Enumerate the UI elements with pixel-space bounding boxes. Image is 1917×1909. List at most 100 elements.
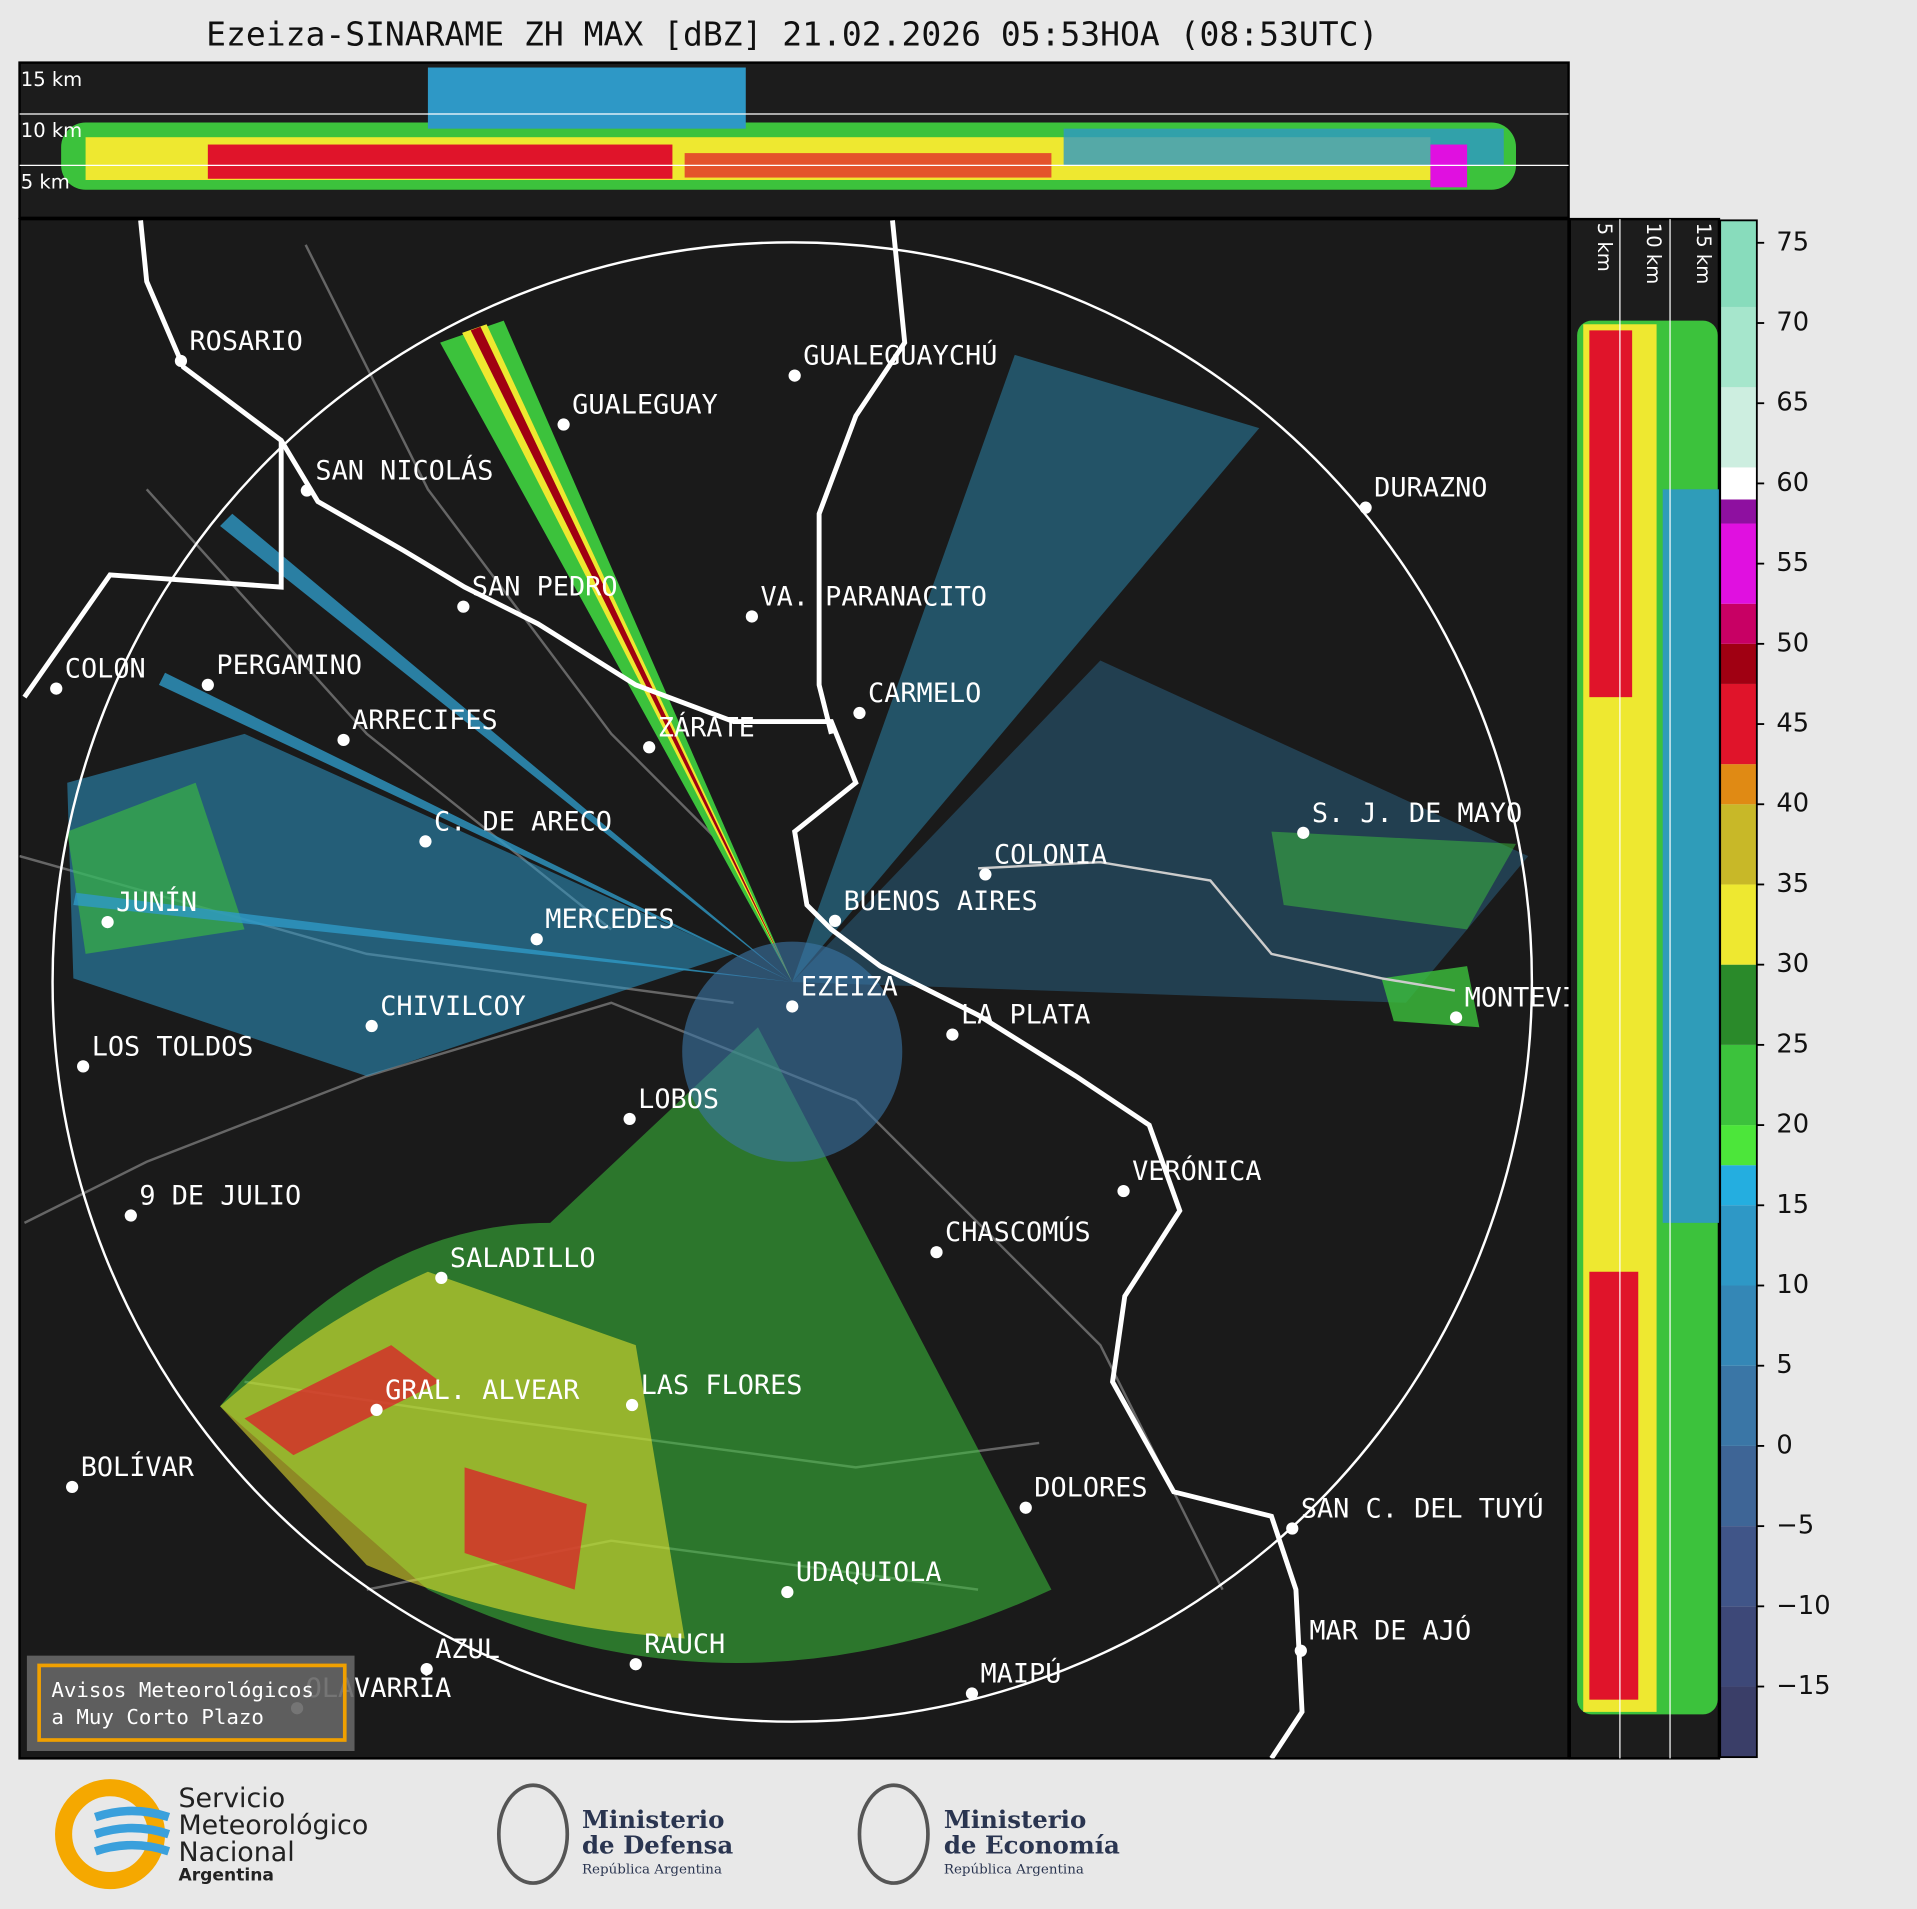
city-label: COLONIA — [994, 839, 1107, 870]
notice-text[interactable]: Avisos Meteorológicos — [51, 1678, 314, 1702]
city-label: C. DE ARECO — [434, 806, 612, 837]
city-marker — [174, 354, 188, 368]
colorbar-band — [1720, 467, 1757, 500]
city-label: SAN NICOLÁS — [315, 455, 493, 487]
logo-text: Servicio — [178, 1783, 285, 1814]
colorbar-tick-label: 25 — [1776, 1029, 1809, 1059]
notice-box — [26, 1655, 355, 1752]
logo-text: de Defensa — [582, 1831, 733, 1860]
city-label: MONTEVIDEO — [1465, 982, 1627, 1013]
city-marker — [365, 1019, 378, 1033]
city-label: LOS TOLDOS — [92, 1031, 254, 1062]
coastline — [978, 860, 1456, 992]
city-label: COLON — [65, 654, 146, 685]
city-label: DOLORES — [1034, 1473, 1147, 1504]
city-label: MAIPÚ — [981, 1658, 1062, 1690]
city-label: S. J. DE MAYO — [1312, 798, 1522, 829]
top-section-echoes — [19, 67, 1569, 190]
colorbar-tick-label: 65 — [1776, 388, 1809, 418]
city-label: SAN PEDRO — [472, 572, 618, 603]
province-border — [23, 1001, 1224, 1591]
height-label: 10 km — [1642, 223, 1665, 284]
colorbar-band — [1720, 387, 1757, 468]
city-marker — [745, 610, 758, 623]
city-marker — [1359, 501, 1372, 514]
logo-emblem — [857, 1783, 930, 1885]
logo-text: Argentina — [178, 1866, 273, 1886]
city-marker — [201, 678, 214, 692]
city-marker — [101, 915, 114, 929]
colorbar-tick-label: 15 — [1776, 1190, 1809, 1220]
colorbar-band — [1720, 964, 1757, 1045]
city-label: ROSARIO — [189, 326, 302, 357]
colorbar-tick-label: 45 — [1776, 709, 1809, 739]
city-marker — [530, 933, 543, 946]
city-marker — [419, 835, 432, 848]
colorbar-tick-label: 50 — [1776, 628, 1809, 658]
city-marker — [457, 600, 470, 613]
coastline — [138, 220, 1305, 1759]
city-marker — [625, 1398, 639, 1412]
city-label: BUENOS AIRES — [844, 886, 1038, 917]
echo-area — [244, 1345, 587, 1590]
city-label: CHIVILCOY — [380, 991, 526, 1022]
city-label: 9 DE JULIO — [139, 1181, 301, 1212]
notice-text[interactable]: a Muy Corto Plazo — [51, 1705, 264, 1729]
colorbar-tick-label: 75 — [1776, 227, 1809, 257]
logo-text: República Argentina — [582, 1862, 722, 1877]
colorbar-band — [1720, 884, 1757, 965]
city-label: SALADILLO — [450, 1243, 596, 1274]
city-label: MAR DE AJÓ — [1309, 1615, 1471, 1647]
logo-emblem — [496, 1783, 570, 1885]
colorbar-band — [1720, 1285, 1757, 1366]
colorbar-tick-label: −10 — [1776, 1591, 1830, 1621]
colorbar-band — [1720, 1526, 1757, 1607]
city-marker — [781, 1585, 794, 1599]
echo-beam — [462, 324, 793, 983]
city-marker — [124, 1209, 137, 1222]
colorbar-band — [1720, 1365, 1757, 1446]
city-marker — [50, 682, 63, 695]
colorbar-tick-label: −15 — [1776, 1671, 1830, 1701]
colorbar-band — [1720, 1125, 1757, 1166]
city-marker — [623, 1112, 636, 1126]
city-marker — [557, 418, 570, 431]
city-marker — [965, 1687, 979, 1700]
city-label: ARRECIFES — [352, 705, 498, 736]
logo-text: de Economía — [944, 1831, 1120, 1860]
defensa-logo: Ministerio de Defensa República Argentin… — [496, 1783, 733, 1885]
title: Ezeiza-SINARAME ZH MAX [dBZ] 21.02.2026 … — [206, 15, 1378, 54]
notice-frame[interactable] — [37, 1663, 347, 1742]
city-label: CHASCOMÚS — [945, 1216, 1091, 1248]
city-marker — [853, 706, 866, 720]
colorbar-tick-label: 70 — [1776, 308, 1809, 338]
city-marker — [1449, 1011, 1463, 1024]
colorbar-tick-label: 5 — [1776, 1350, 1792, 1380]
logo-text: Ministerio — [944, 1805, 1086, 1834]
city-marker — [420, 1662, 433, 1676]
city-label: EZEIZA — [801, 971, 898, 1002]
city-label: LOBOS — [638, 1084, 719, 1115]
colorbar-band — [1720, 683, 1757, 765]
city-label: GUALEGUAY — [572, 390, 718, 421]
city-marker — [629, 1658, 642, 1671]
echo — [207, 144, 673, 179]
city-label: MERCEDES — [545, 904, 674, 935]
city-label: RAUCH — [644, 1629, 725, 1660]
height-label: 5 km — [1593, 223, 1616, 272]
city-label: JUNÍN — [116, 886, 197, 918]
right-section-echoes — [1577, 219, 1719, 1759]
city-label: AZUL — [435, 1634, 500, 1665]
echo-area — [1271, 831, 1516, 930]
city-marker — [786, 1000, 799, 1013]
colorbar-tick-label: 30 — [1776, 949, 1809, 979]
city-marker — [1297, 826, 1310, 839]
city-marker — [77, 1060, 90, 1073]
city-marker — [1286, 1522, 1299, 1535]
city-label: VERÓNICA — [1132, 1155, 1261, 1187]
echo-area — [792, 354, 1260, 983]
map: ROSARIO GUALEGUAYCHÚ GUALEGUAY SAN NICOLÁS D… — [19, 220, 1627, 1759]
